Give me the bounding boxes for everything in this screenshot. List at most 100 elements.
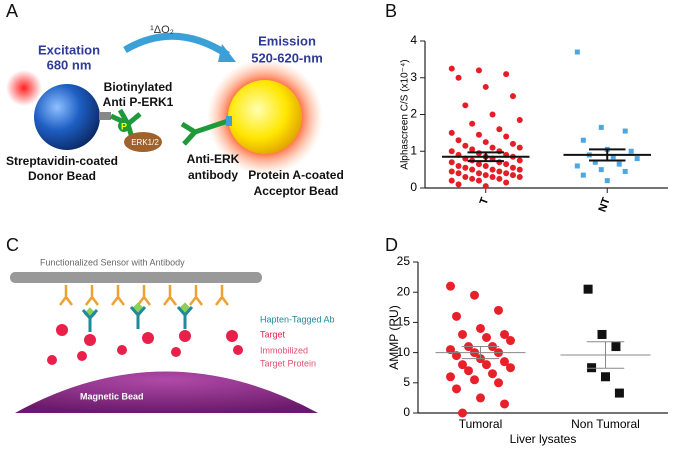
label: antibody xyxy=(188,168,238,182)
point xyxy=(470,290,479,300)
point xyxy=(503,71,510,78)
point xyxy=(448,148,455,155)
label: Acceptor Bead xyxy=(254,184,339,198)
point xyxy=(580,172,586,178)
point xyxy=(470,375,479,385)
point xyxy=(580,137,586,143)
point xyxy=(496,126,503,133)
point xyxy=(458,329,467,339)
erk xyxy=(124,132,162,152)
point xyxy=(500,329,509,339)
point xyxy=(583,284,593,294)
panel-c: C Functionalized Sensor with Antibody Ha… xyxy=(6,235,335,413)
point xyxy=(469,120,476,127)
y-tick-label: 3 xyxy=(410,70,417,84)
point xyxy=(482,333,491,342)
point xyxy=(455,170,462,177)
point xyxy=(574,163,580,169)
sensor xyxy=(10,272,262,283)
label: 520-620-nm xyxy=(251,50,323,65)
linker xyxy=(99,112,111,120)
point xyxy=(455,162,462,169)
point xyxy=(496,168,503,175)
point xyxy=(476,393,485,403)
y-axis-title: AMMP (RU) xyxy=(387,305,401,369)
y-tick-label: 10 xyxy=(397,345,411,359)
point xyxy=(503,179,510,186)
y-tick-label: 20 xyxy=(397,284,411,298)
x-tick-label: NT xyxy=(597,196,613,214)
label: ¹ΔO₂ xyxy=(150,24,174,36)
point xyxy=(469,175,476,182)
error-bar xyxy=(586,341,625,369)
point xyxy=(592,159,598,165)
point xyxy=(634,156,640,162)
point xyxy=(516,166,523,173)
label: Streptavidin-coated xyxy=(6,154,118,168)
point xyxy=(604,178,610,184)
point xyxy=(489,144,496,151)
point xyxy=(469,166,476,173)
point xyxy=(448,177,455,184)
label: Hapten-Tagged Ab xyxy=(260,314,335,324)
point xyxy=(489,173,496,180)
point xyxy=(462,173,469,180)
point xyxy=(448,168,455,175)
laser xyxy=(6,70,42,106)
x-tick-label: T xyxy=(478,196,492,207)
antibodies xyxy=(59,285,229,306)
label: Anti-ERK xyxy=(187,152,240,166)
point xyxy=(503,161,510,168)
panel-a: A Excitation 680 nm ¹ΔO₂ Emission 520-62… xyxy=(6,1,344,198)
point xyxy=(482,162,489,169)
label: Anti P-ERK1 xyxy=(103,95,174,109)
point xyxy=(598,167,604,173)
x-tick-label: Tumoral xyxy=(459,417,503,431)
antibody xyxy=(109,108,142,139)
point xyxy=(601,372,610,382)
targets xyxy=(47,324,243,365)
point xyxy=(597,329,607,339)
point xyxy=(475,67,482,74)
label: Excitation xyxy=(38,42,100,57)
point xyxy=(475,161,482,168)
antibody xyxy=(180,118,229,146)
point xyxy=(452,311,461,321)
y-tick-label: 4 xyxy=(410,33,417,47)
y-axis-title: Alphascreen C/S (x10⁻⁴) xyxy=(400,59,411,169)
error-bar xyxy=(589,148,626,162)
point xyxy=(469,146,476,153)
point xyxy=(509,172,516,179)
arrow xyxy=(123,32,230,58)
point xyxy=(622,128,628,134)
point xyxy=(516,117,523,124)
point xyxy=(614,388,624,398)
panel-letter: A xyxy=(6,1,18,21)
label: Magnetic Bead xyxy=(80,391,144,401)
point xyxy=(446,372,455,382)
point xyxy=(494,378,503,388)
point xyxy=(458,360,467,370)
point xyxy=(475,131,482,138)
point xyxy=(446,281,455,291)
point xyxy=(587,363,597,373)
arrowhead xyxy=(218,44,236,62)
point xyxy=(628,148,634,154)
point xyxy=(452,351,461,361)
x-tick-label: Non Tumoral xyxy=(571,417,640,431)
donor-bead xyxy=(34,84,100,150)
point xyxy=(496,175,503,182)
point xyxy=(516,144,523,151)
point xyxy=(610,154,616,160)
phospho xyxy=(118,120,130,132)
point xyxy=(455,74,462,81)
protein-a xyxy=(226,116,232,126)
point xyxy=(475,177,482,184)
error-bar xyxy=(461,346,500,360)
label: P xyxy=(121,121,127,131)
point xyxy=(476,323,485,333)
label: Target Protein xyxy=(260,358,316,368)
label: Emission xyxy=(258,33,316,48)
y-tick-label: 1 xyxy=(410,143,417,157)
point xyxy=(482,183,489,190)
